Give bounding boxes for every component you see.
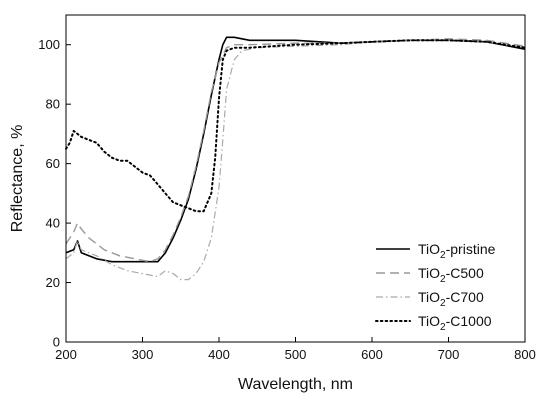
y-tick-label: 20	[46, 275, 60, 290]
legend-label-3: TiO2-C700	[418, 289, 484, 309]
series-line-4	[65, 39, 526, 213]
legend-label-1: TiO2-pristine	[418, 241, 496, 261]
y-tick-label: 60	[46, 156, 60, 171]
x-tick-label: 300	[132, 347, 154, 362]
x-axis-title: Wavelength, nm	[238, 376, 353, 393]
x-tick-label: 400	[208, 347, 230, 362]
x-tick-label: 500	[285, 347, 307, 362]
legend-label-4: TiO2-C1000	[418, 313, 492, 333]
series-line-1	[65, 36, 526, 263]
x-tick-label: 700	[438, 347, 460, 362]
x-tick-label: 800	[514, 347, 536, 362]
series-line-2	[65, 38, 526, 263]
y-tick-label: 80	[46, 97, 60, 112]
x-tick-label: 200	[55, 347, 77, 362]
y-tick-label: 40	[46, 216, 60, 231]
legend-label-2: TiO2-C500	[418, 265, 484, 285]
series-layer	[65, 36, 526, 281]
legend: TiO2-pristine TiO2-C500 TiO2-C700 TiO2-C100…	[375, 241, 496, 333]
y-axis-title: Reflectance, %	[9, 125, 26, 233]
y-tick-label: 0	[53, 335, 60, 350]
tick-layer: 200 300 400 500 600 700 800 0 20 40 60 80 100	[38, 37, 536, 362]
y-tick-label: 100	[38, 37, 60, 52]
x-tick-label: 600	[361, 347, 383, 362]
